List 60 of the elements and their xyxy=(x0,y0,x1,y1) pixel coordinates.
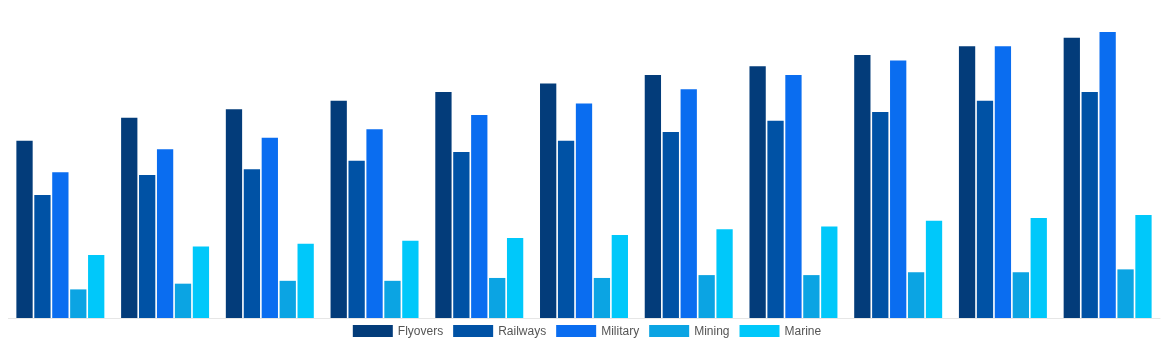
bar xyxy=(821,226,838,318)
bar xyxy=(261,137,278,318)
legend-label: Flyovers xyxy=(397,324,444,338)
bar xyxy=(1030,217,1047,318)
bar xyxy=(139,175,156,318)
bar xyxy=(34,195,51,318)
bar xyxy=(540,83,557,318)
bar xyxy=(803,275,820,318)
bar xyxy=(453,152,470,318)
bar xyxy=(925,220,943,318)
bar xyxy=(435,92,452,318)
bar xyxy=(1117,269,1134,318)
bar xyxy=(593,277,611,318)
bar xyxy=(575,103,593,318)
bar xyxy=(662,132,679,318)
bar xyxy=(1135,215,1152,318)
bar xyxy=(716,229,733,318)
legend-label: Marine xyxy=(784,324,822,338)
bar xyxy=(958,46,976,318)
bar xyxy=(243,169,261,318)
bar xyxy=(88,255,105,318)
bar xyxy=(785,74,802,318)
bar xyxy=(1081,92,1098,318)
legend-label: Railways xyxy=(498,324,547,338)
bar xyxy=(872,112,889,318)
bar xyxy=(907,272,925,318)
bar xyxy=(366,129,383,318)
bar xyxy=(156,149,174,318)
bar xyxy=(890,60,907,318)
bar xyxy=(767,120,784,318)
legend-label: Mining xyxy=(694,324,730,338)
bar xyxy=(297,243,314,318)
bar xyxy=(225,109,243,318)
bar xyxy=(384,280,401,318)
bar xyxy=(994,46,1012,318)
bar xyxy=(174,283,192,318)
bar xyxy=(348,160,365,318)
bar xyxy=(52,172,69,318)
bar xyxy=(698,275,715,318)
bar xyxy=(121,117,138,318)
bar xyxy=(489,277,506,318)
bar xyxy=(402,240,419,318)
bar xyxy=(70,289,87,318)
bar xyxy=(644,74,662,318)
bar xyxy=(611,235,628,318)
bar xyxy=(330,100,347,318)
bar xyxy=(749,66,766,318)
bar xyxy=(976,100,994,318)
bar xyxy=(192,246,210,318)
legend-label: Military xyxy=(601,324,640,338)
bar xyxy=(1063,37,1080,318)
bar xyxy=(16,140,33,318)
bar xyxy=(1099,32,1116,318)
bar xyxy=(557,140,575,318)
bar xyxy=(1012,272,1029,318)
bar xyxy=(471,114,488,318)
bar xyxy=(279,280,296,318)
bar xyxy=(854,54,871,318)
bar xyxy=(680,89,697,318)
bar xyxy=(506,237,524,318)
